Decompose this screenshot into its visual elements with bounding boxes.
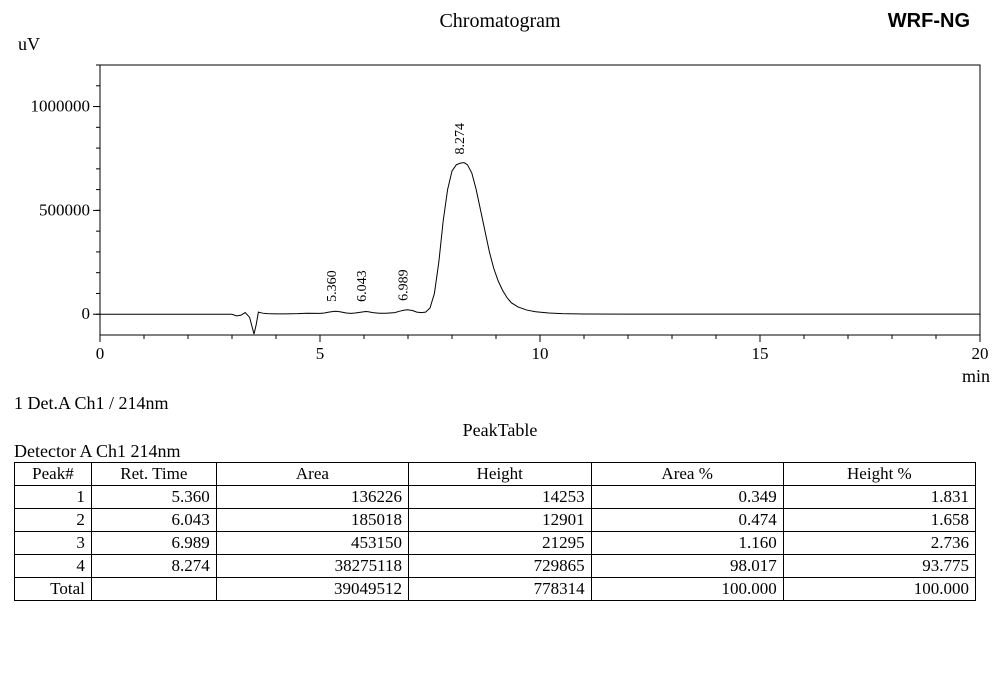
table-cell: 1 [15, 486, 92, 509]
table-cell: 6.989 [91, 532, 216, 555]
table-cell: 38275118 [216, 555, 408, 578]
table-cell: 2.736 [783, 532, 975, 555]
table-cell: 0.349 [591, 486, 783, 509]
y-axis-unit: uV [18, 34, 990, 55]
table-cell: 185018 [216, 509, 408, 532]
svg-text:0: 0 [96, 344, 105, 363]
table-cell: 778314 [408, 578, 591, 601]
table-title: PeakTable [10, 420, 990, 441]
chart-title: Chromatogram [439, 10, 560, 33]
svg-text:5.360: 5.360 [325, 270, 340, 302]
col-header: Area [216, 463, 408, 486]
svg-text:20: 20 [972, 344, 989, 363]
table-cell: 8.274 [91, 555, 216, 578]
table-row: 15.360136226142530.3491.831 [15, 486, 976, 509]
svg-text:15: 15 [752, 344, 769, 363]
table-cell: 5.360 [91, 486, 216, 509]
table-cell: 14253 [408, 486, 591, 509]
table-cell: 3 [15, 532, 92, 555]
table-cell: 98.017 [591, 555, 783, 578]
col-header: Ret. Time [91, 463, 216, 486]
table-cell: 100.000 [591, 578, 783, 601]
sample-label: WRF-NG [888, 10, 970, 33]
table-cell: 136226 [216, 486, 408, 509]
svg-text:0: 0 [82, 304, 91, 323]
table-row: 48.2743827511872986598.01793.775 [15, 555, 976, 578]
table-cell: 4 [15, 555, 92, 578]
section-label: 1 Det.A Ch1 / 214nm [14, 393, 990, 414]
x-axis-unit: min [962, 366, 990, 387]
header-row: Chromatogram WRF-NG [10, 10, 990, 34]
table-cell: 39049512 [216, 578, 408, 601]
table-cell: 6.043 [91, 509, 216, 532]
table-cell: 1.658 [783, 509, 975, 532]
table-cell: 2 [15, 509, 92, 532]
table-row: Total39049512778314100.000100.000 [15, 578, 976, 601]
table-row: 36.989453150212951.1602.736 [15, 532, 976, 555]
svg-text:8.274: 8.274 [453, 123, 468, 155]
chart-svg: 0 5 10 15 20 0 500000 1000000 5.360 6.043 6.989 8.2… [30, 55, 990, 365]
table-cell: Total [15, 578, 92, 601]
col-header: Peak# [15, 463, 92, 486]
col-header: Height [408, 463, 591, 486]
svg-text:1000000: 1000000 [31, 97, 91, 116]
table-cell: 100.000 [783, 578, 975, 601]
table-cell: 729865 [408, 555, 591, 578]
table-row: 26.043185018129010.4741.658 [15, 509, 976, 532]
table-cell: 0.474 [591, 509, 783, 532]
svg-text:500000: 500000 [39, 200, 90, 219]
svg-text:10: 10 [532, 344, 549, 363]
col-header: Area % [591, 463, 783, 486]
table-cell: 12901 [408, 509, 591, 532]
table-cell: 21295 [408, 532, 591, 555]
table-cell: 453150 [216, 532, 408, 555]
table-cell: 1.831 [783, 486, 975, 509]
detector-label: Detector A Ch1 214nm [14, 441, 990, 462]
table-cell: 1.160 [591, 532, 783, 555]
table-cell [91, 578, 216, 601]
svg-text:6.043: 6.043 [355, 270, 370, 302]
table-cell: 93.775 [783, 555, 975, 578]
col-header: Height % [783, 463, 975, 486]
svg-text:5: 5 [316, 344, 325, 363]
chromatogram-chart: 0 5 10 15 20 0 500000 1000000 5.360 6.043 6.989 8.2… [30, 55, 990, 365]
svg-text:6.989: 6.989 [397, 269, 412, 301]
peak-table: Peak#Ret. TimeAreaHeightArea %Height % 1… [14, 462, 976, 601]
